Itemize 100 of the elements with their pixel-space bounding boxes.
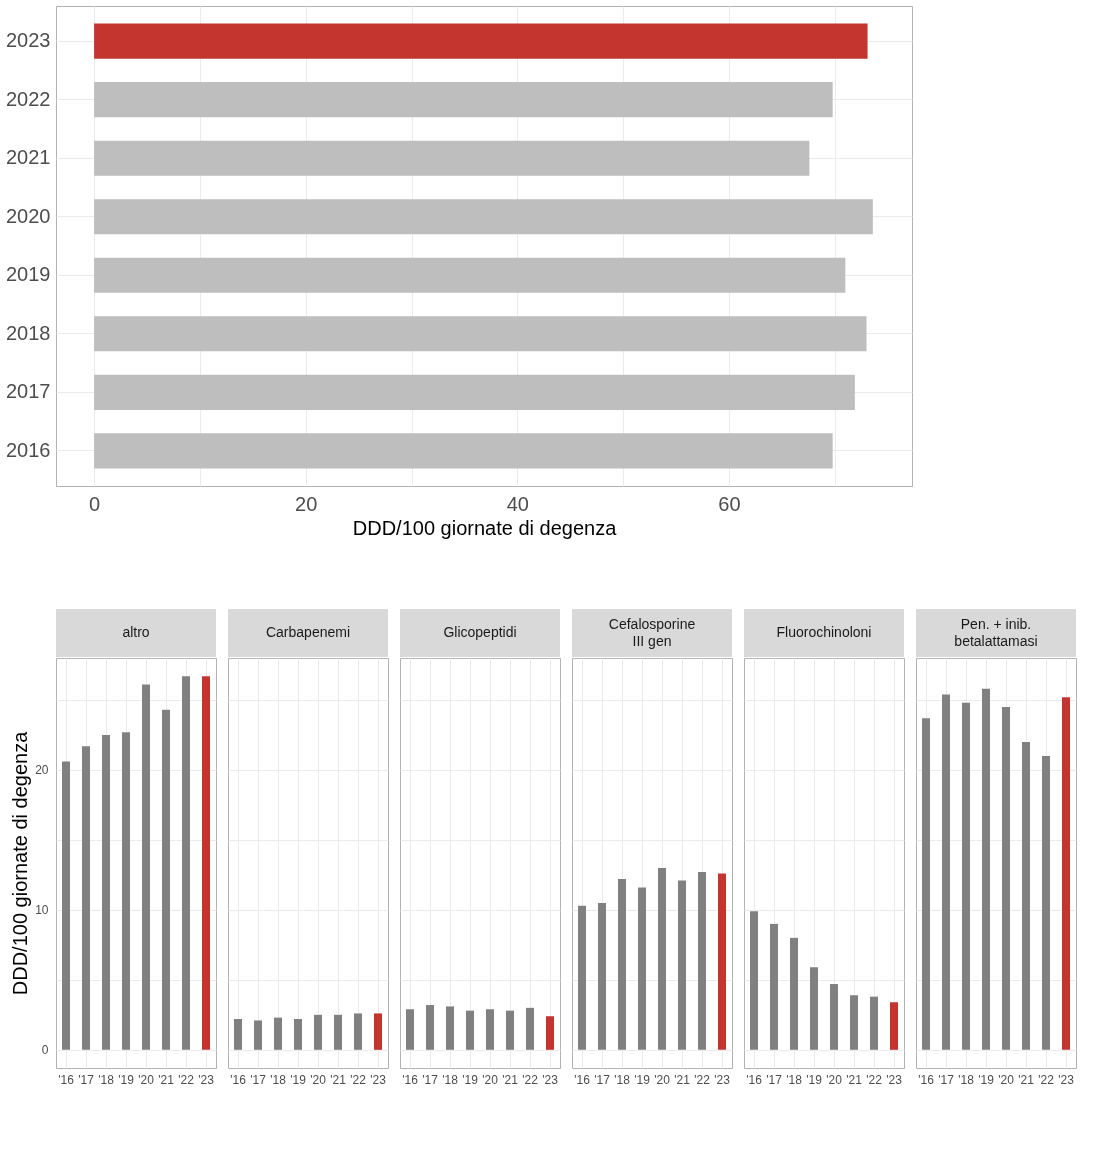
y-tick-label: 2021 [6, 146, 51, 169]
x-tick-label: '23 [1058, 1072, 1075, 1087]
x-tick-label: '23 [198, 1072, 215, 1087]
bar [122, 732, 130, 1050]
y-tick-label: 2016 [6, 438, 51, 461]
x-tick-label: '19 [118, 1072, 135, 1087]
bar [870, 996, 878, 1050]
x-tick-label: 40 [506, 492, 529, 515]
x-tick-label: '20 [654, 1072, 671, 1087]
x-tick-label: '18 [442, 1072, 459, 1087]
x-tick-label: '23 [714, 1072, 731, 1087]
y-axis-title: DDD/100 giornate di degenza [9, 730, 32, 996]
x-tick-label: '17 [594, 1072, 611, 1087]
x-tick-label: '20 [826, 1072, 843, 1087]
chart-title: altro [122, 624, 150, 640]
y-tick-label: 2020 [6, 204, 51, 227]
chart-title: Carbapenemi [265, 624, 351, 640]
bar [546, 1016, 554, 1050]
bar [598, 902, 606, 1050]
bar [94, 82, 833, 118]
bar [94, 199, 873, 235]
x-tick-label: '16 [746, 1072, 763, 1087]
x-tick-label: '22 [178, 1072, 195, 1087]
x-axis-title: DDD/100 giornate di degenza [352, 516, 618, 539]
bar [334, 1014, 342, 1050]
bar [94, 140, 810, 176]
x-tick-label: '20 [482, 1072, 499, 1087]
x-tick-label: '18 [958, 1072, 975, 1087]
bar [698, 872, 706, 1050]
bar [1042, 755, 1050, 1050]
x-tick-label: '21 [330, 1072, 347, 1087]
bar [254, 1020, 262, 1050]
x-tick-label: '21 [502, 1072, 519, 1087]
y-tick-label: 0 [41, 1043, 49, 1058]
x-tick-label: '19 [978, 1072, 995, 1087]
bar [618, 879, 626, 1050]
bar [62, 761, 70, 1050]
x-tick-label: '16 [402, 1072, 419, 1087]
bar [274, 1017, 282, 1050]
x-tick-label: '18 [98, 1072, 115, 1087]
bar [890, 1002, 898, 1050]
bar [406, 1009, 414, 1050]
bar [202, 676, 210, 1050]
bar [678, 880, 686, 1050]
x-tick-label: '23 [370, 1072, 387, 1087]
bar [374, 1013, 382, 1050]
bar [1002, 706, 1010, 1050]
bar [850, 995, 858, 1050]
bar [466, 1010, 474, 1050]
y-tick-label: 2022 [6, 87, 51, 110]
x-tick-label: '20 [998, 1072, 1015, 1087]
x-tick-label: '17 [422, 1072, 439, 1087]
y-tick-label: 10 [35, 903, 49, 918]
x-tick-label: '20 [138, 1072, 155, 1087]
x-tick-label: '23 [542, 1072, 559, 1087]
y-tick-label: 2017 [6, 380, 51, 403]
bar [94, 433, 833, 469]
x-tick-label: '22 [694, 1072, 711, 1087]
bar [790, 937, 798, 1050]
bar [94, 257, 846, 293]
bar [982, 688, 990, 1050]
bar [94, 316, 867, 352]
x-tick-label: '17 [78, 1072, 95, 1087]
y-tick-label: 2018 [6, 321, 51, 344]
bar [506, 1010, 514, 1050]
bar [102, 734, 110, 1050]
x-tick-label: '22 [1038, 1072, 1055, 1087]
x-tick-label: '17 [766, 1072, 783, 1087]
bar [750, 911, 758, 1050]
bar [182, 676, 190, 1050]
bar [638, 887, 646, 1050]
x-tick-label: '19 [634, 1072, 651, 1087]
chart-title: Glicopeptidi [443, 624, 517, 640]
bar [294, 1019, 302, 1050]
y-tick-label: 20 [35, 763, 49, 778]
bar [234, 1019, 242, 1050]
bar [426, 1005, 434, 1050]
x-tick-label: '22 [866, 1072, 883, 1087]
x-tick-label: 0 [89, 492, 101, 515]
bar [718, 873, 726, 1050]
bar [770, 923, 778, 1050]
chart-title: Pen. + inib. betalattamasi [954, 615, 1038, 649]
bar [354, 1013, 362, 1050]
x-tick-label: '16 [574, 1072, 591, 1087]
bar [162, 709, 170, 1050]
x-tick-label: '20 [310, 1072, 327, 1087]
bar [922, 718, 930, 1050]
x-tick-label: '22 [522, 1072, 539, 1087]
y-tick-label: 2023 [6, 29, 51, 52]
x-tick-label: '18 [614, 1072, 631, 1087]
bar [314, 1014, 322, 1050]
bar [830, 984, 838, 1050]
x-tick-label: '21 [1018, 1072, 1035, 1087]
bar [446, 1006, 454, 1050]
x-tick-label: '16 [58, 1072, 75, 1087]
bar [658, 867, 666, 1050]
x-tick-label: '16 [230, 1072, 247, 1087]
bar [578, 905, 586, 1050]
bar [94, 23, 868, 59]
x-tick-label: '18 [270, 1072, 287, 1087]
